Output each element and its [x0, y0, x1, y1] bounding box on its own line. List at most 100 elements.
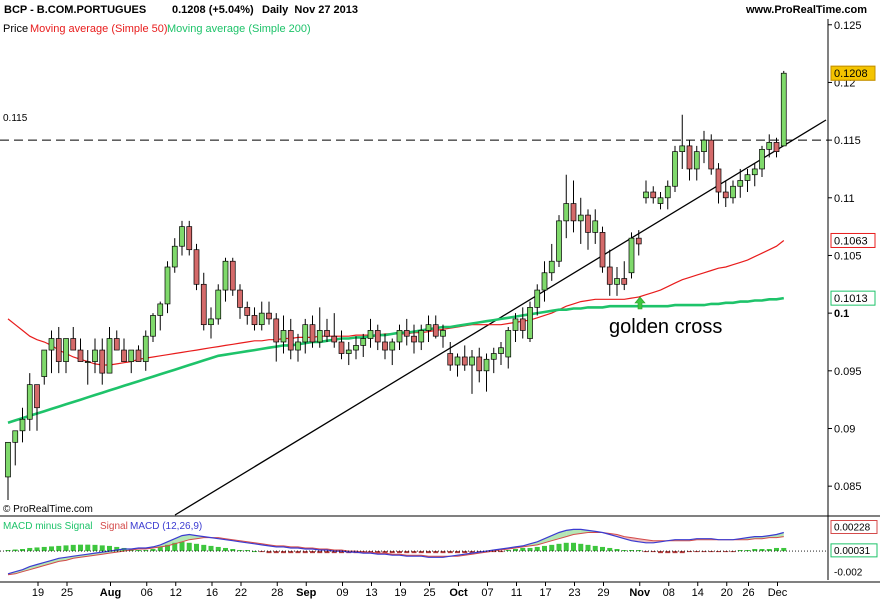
- candle-body: [171, 245, 178, 268]
- candle-body: [498, 347, 504, 354]
- macd-histogram-bar: [179, 541, 185, 552]
- candle-body: [505, 330, 512, 358]
- macd-histogram-bar: [12, 549, 18, 552]
- macd-histogram-bar: [27, 547, 33, 552]
- candle-body: [686, 145, 693, 170]
- candle-body: [527, 307, 533, 339]
- macd-histogram-bar: [643, 551, 649, 553]
- x-tick-label: Sep: [296, 587, 316, 599]
- macd-histogram-bar: [629, 550, 634, 552]
- candle-body: [382, 341, 388, 351]
- candle-body: [280, 330, 287, 343]
- macd-histogram-bar: [498, 551, 504, 553]
- macd-signal-fill: [37, 562, 45, 568]
- macd-histogram-bar: [157, 546, 163, 552]
- candle-body: [773, 142, 780, 153]
- x-tick-label: 29: [597, 587, 609, 599]
- y-tick-label: 0.1: [834, 308, 849, 320]
- y-tick-label: 0.11: [834, 193, 855, 205]
- candle-body: [708, 139, 715, 170]
- candle-body: [34, 384, 40, 409]
- macd-histogram-bar: [440, 551, 446, 554]
- macd-histogram-bar: [513, 549, 518, 552]
- macd-histogram-bar: [433, 551, 439, 554]
- candle-body: [324, 330, 330, 337]
- macd-histogram-bar: [766, 549, 772, 552]
- x-tick-label: 13: [365, 587, 377, 599]
- x-tick-label: 28: [271, 587, 283, 599]
- x-tick-label: 25: [61, 587, 73, 599]
- candle-body: [244, 307, 251, 316]
- y-tick-label: 0.085: [834, 481, 862, 493]
- macd-histogram-bar: [143, 550, 149, 552]
- candle-body: [541, 272, 548, 291]
- candle-body: [142, 335, 149, 362]
- macd-histogram-bar: [774, 547, 779, 552]
- macd-histogram-bar: [418, 551, 424, 554]
- macd-histogram-bar: [295, 551, 301, 554]
- macd-legend-hist: MACD minus Signal: [3, 521, 93, 532]
- candle-body: [237, 289, 243, 308]
- candle-body: [447, 353, 454, 366]
- x-tick-label: 22: [235, 587, 247, 599]
- candle-body: [614, 278, 620, 285]
- candle-body: [570, 203, 577, 222]
- macd-histogram-bar: [723, 551, 729, 553]
- candle-body: [744, 174, 751, 181]
- x-tick-label: 25: [423, 587, 435, 599]
- ma200-line: [7, 296, 785, 424]
- macd-histogram-bar: [752, 549, 758, 552]
- candle-body: [128, 349, 135, 362]
- macd-histogram-bar: [404, 551, 410, 554]
- macd-histogram-bar: [621, 550, 627, 552]
- candle-body: [215, 289, 222, 320]
- macd-histogram-bar: [215, 546, 221, 552]
- candle-body: [592, 220, 599, 233]
- candle-body: [41, 349, 48, 377]
- macd-histogram-bar: [150, 549, 156, 552]
- x-tick-label: 26: [742, 587, 754, 599]
- candle-body: [273, 318, 280, 343]
- x-tick-label: 09: [336, 587, 348, 599]
- macd-histogram-bar: [701, 551, 707, 553]
- candle-body: [84, 361, 91, 363]
- macd-histogram-bar: [426, 551, 431, 554]
- macd-histogram-bar: [542, 545, 547, 552]
- x-tick-label: Dec: [768, 587, 788, 599]
- candle-body: [476, 356, 483, 372]
- macd-histogram-bar: [288, 551, 294, 554]
- macd-histogram-bar: [679, 551, 685, 554]
- candle-body: [63, 338, 69, 362]
- candle-body: [563, 203, 570, 222]
- legend-ma50: Moving average (Simple 50): [30, 23, 168, 35]
- macd-hist-badge: 0.00031: [834, 546, 871, 557]
- candle-body: [403, 330, 410, 337]
- candle-body: [766, 142, 773, 150]
- candle-body: [331, 335, 338, 343]
- trend-line: [174, 119, 827, 516]
- site-label: www.ProRealTime.com: [746, 4, 868, 16]
- macd-histogram-bar: [469, 551, 475, 554]
- macd-histogram-bar: [737, 550, 743, 552]
- candle-body: [679, 145, 686, 153]
- macd-signal-fill: [573, 529, 581, 535]
- candle-body: [186, 226, 193, 251]
- candle-body: [556, 220, 562, 262]
- candle-body: [150, 315, 156, 337]
- macd-signal-fill: [29, 564, 37, 570]
- symbol-title: BCP - B.COM.PORTUGUES: [4, 4, 147, 16]
- macd-histogram-bar: [252, 551, 257, 553]
- macd-histogram-bar: [687, 551, 692, 553]
- y-tick-label: 0.105: [834, 250, 862, 262]
- candle-body: [309, 324, 316, 343]
- macd-hist-badge-box: [830, 543, 878, 558]
- candle-body: [302, 324, 309, 343]
- macd-histogram-bar: [607, 547, 613, 552]
- macd-histogram-bar: [636, 550, 642, 552]
- copyright-label: © ProRealTime.com: [3, 504, 93, 515]
- candle-body: [367, 330, 374, 339]
- x-tick-label: 12: [170, 587, 182, 599]
- macd-histogram-bar: [49, 546, 54, 552]
- macd-histogram-bar: [672, 551, 678, 554]
